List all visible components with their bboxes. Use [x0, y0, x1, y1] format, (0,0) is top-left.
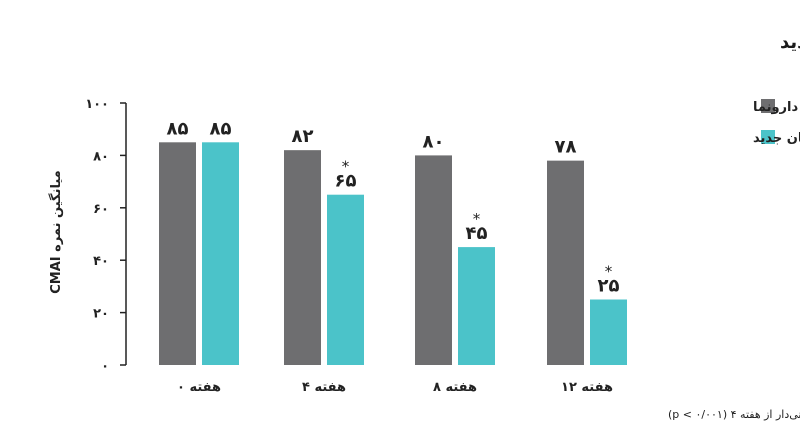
- x-tick-label: هفته ۰: [177, 380, 221, 395]
- data-label: ۸۵: [210, 118, 232, 139]
- x-tick-label: هفته ۸: [433, 380, 477, 395]
- bar: [415, 155, 452, 365]
- y-tick-label: ۶۰: [93, 202, 109, 217]
- legend-label: درمان جدید: [753, 131, 800, 146]
- y-axis-label: میانگین نمره CMAI: [48, 170, 64, 293]
- bar: [202, 142, 239, 365]
- data-label: ۸۵: [167, 118, 189, 139]
- legend-label: دارونما: [753, 100, 798, 115]
- data-label: ۲۵: [598, 276, 620, 297]
- data-label: ۶۵: [335, 171, 357, 192]
- chart-title: کاهش نمره تحریک‌پذیری کوهن-منسفیلد (CMAI…: [780, 32, 800, 53]
- bar: [590, 299, 627, 365]
- data-label: ۷۸: [555, 137, 577, 158]
- x-tick-label: هفته ۴: [302, 380, 346, 395]
- x-tick-label: هفته ۱۲: [561, 380, 613, 395]
- significance-marker: *: [605, 263, 613, 281]
- data-label: ۸۰: [423, 131, 445, 152]
- bar: [547, 160, 584, 365]
- significance-marker: *: [342, 158, 350, 176]
- y-tick-label: ۱۰۰: [85, 97, 109, 112]
- bar: [327, 194, 364, 365]
- data-label: ۸۲: [292, 126, 314, 147]
- y-tick-label: ۸۰: [93, 149, 109, 164]
- bar: [458, 247, 495, 365]
- data-label: ۴۵: [466, 223, 488, 244]
- bar: [284, 150, 321, 365]
- y-tick-label: ۰: [101, 359, 109, 374]
- footnote: *کاهش معنی‌دار از هفته ۴ (p < ۰/۰۰۱): [668, 408, 800, 421]
- legend-swatch: [761, 99, 775, 113]
- significance-marker: *: [473, 210, 481, 228]
- legend-swatch: [761, 130, 775, 144]
- bar: [159, 142, 196, 365]
- y-tick-label: ۴۰: [93, 254, 109, 269]
- y-tick-label: ۲۰: [93, 307, 109, 322]
